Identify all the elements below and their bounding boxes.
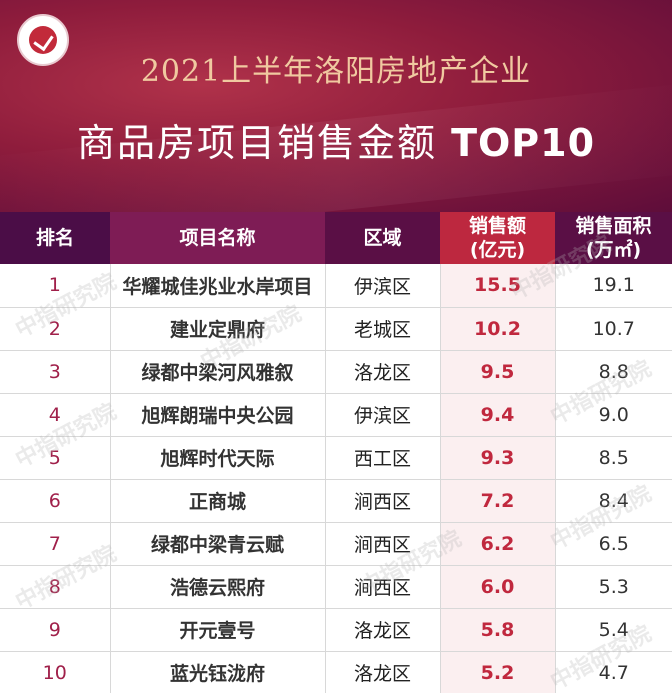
cell-amount: 9.3 — [440, 436, 556, 480]
cell-amount: 6.0 — [440, 565, 556, 609]
header-amount: 销售额 (亿元) — [440, 212, 555, 264]
table-row: 3 绿都中梁河风雅叙 洛龙区 9.5 8.8 — [0, 350, 672, 394]
cell-district: 老城区 — [325, 307, 441, 351]
header-area-unit: (万㎡) — [585, 239, 642, 261]
title-main: 商品房项目销售金额 — [76, 121, 437, 165]
cell-district: 涧西区 — [325, 479, 441, 523]
cell-district: 伊滨区 — [325, 264, 441, 308]
header-project: 项目名称 — [110, 212, 325, 264]
table-row: 6 正商城 涧西区 7.2 8.4 — [0, 479, 672, 523]
cell-rank: 2 — [0, 307, 111, 351]
header-area: 销售面积 (万㎡) — [555, 212, 672, 264]
header-district: 区域 — [325, 212, 440, 264]
cell-project: 开元壹号 — [110, 608, 326, 652]
cell-project: 绿都中梁河风雅叙 — [110, 350, 326, 394]
logo — [17, 14, 69, 66]
cell-amount: 5.2 — [440, 651, 556, 693]
ranking-table: 排名 项目名称 区域 销售额 (亿元) 销售面积 (万㎡) 1 华耀城佳兆业水岸项… — [0, 212, 672, 693]
cell-amount: 10.2 — [440, 307, 556, 351]
cell-rank: 9 — [0, 608, 111, 652]
cell-rank: 6 — [0, 479, 111, 523]
table-header-row: 排名 项目名称 区域 销售额 (亿元) 销售面积 (万㎡) — [0, 212, 672, 264]
title-line-2: 商品房项目销售金额 TOP10 — [0, 112, 672, 167]
table-row: 10 蓝光钰泷府 洛龙区 5.2 4.7 — [0, 651, 672, 693]
cell-area: 5.3 — [555, 565, 672, 609]
cell-district: 伊滨区 — [325, 393, 441, 437]
header-area-label: 销售面积 — [575, 215, 652, 237]
cell-area: 10.7 — [555, 307, 672, 351]
cell-amount: 6.2 — [440, 522, 556, 566]
cell-amount: 7.2 — [440, 479, 556, 523]
table-row: 9 开元壹号 洛龙区 5.8 5.4 — [0, 608, 672, 652]
cell-amount: 9.5 — [440, 350, 556, 394]
cell-rank: 3 — [0, 350, 111, 394]
cell-area: 4.7 — [555, 651, 672, 693]
cell-area: 9.0 — [555, 393, 672, 437]
table-row: 7 绿都中梁青云赋 涧西区 6.2 6.5 — [0, 522, 672, 566]
cell-rank: 10 — [0, 651, 111, 693]
cell-rank: 8 — [0, 565, 111, 609]
cell-project: 蓝光钰泷府 — [110, 651, 326, 693]
header-banner: 2021上半年洛阳房地产企业 商品房项目销售金额 TOP10 — [0, 0, 672, 212]
cell-project: 绿都中梁青云赋 — [110, 522, 326, 566]
cell-rank: 1 — [0, 264, 111, 308]
header-amount-label: 销售额 — [468, 215, 526, 237]
cell-district: 洛龙区 — [325, 651, 441, 693]
title-top: TOP10 — [451, 121, 596, 165]
cell-area: 8.8 — [555, 350, 672, 394]
cell-area: 6.5 — [555, 522, 672, 566]
cell-project: 旭辉时代天际 — [110, 436, 326, 480]
cell-rank: 5 — [0, 436, 111, 480]
table-row: 1 华耀城佳兆业水岸项目 伊滨区 15.5 19.1 — [0, 264, 672, 308]
cell-district: 洛龙区 — [325, 350, 441, 394]
cell-amount: 5.8 — [440, 608, 556, 652]
cell-area: 5.4 — [555, 608, 672, 652]
cell-project: 正商城 — [110, 479, 326, 523]
cell-project: 建业定鼎府 — [110, 307, 326, 351]
cell-project: 浩德云熙府 — [110, 565, 326, 609]
cell-amount: 9.4 — [440, 393, 556, 437]
table-row: 5 旭辉时代天际 西工区 9.3 8.5 — [0, 436, 672, 480]
cell-area: 8.4 — [555, 479, 672, 523]
cell-rank: 7 — [0, 522, 111, 566]
cell-project: 华耀城佳兆业水岸项目 — [110, 264, 326, 308]
cell-district: 涧西区 — [325, 565, 441, 609]
logo-mark-icon — [29, 26, 57, 54]
cell-district: 涧西区 — [325, 522, 441, 566]
header-rank: 排名 — [0, 212, 110, 264]
cell-area: 19.1 — [555, 264, 672, 308]
table-row: 2 建业定鼎府 老城区 10.2 10.7 — [0, 307, 672, 351]
header-amount-unit: (亿元) — [469, 239, 526, 261]
cell-district: 洛龙区 — [325, 608, 441, 652]
title-line-1: 2021上半年洛阳房地产企业 — [140, 54, 532, 89]
cell-district: 西工区 — [325, 436, 441, 480]
table-row: 8 浩德云熙府 涧西区 6.0 5.3 — [0, 565, 672, 609]
cell-project: 旭辉朗瑞中央公园 — [110, 393, 326, 437]
cell-area: 8.5 — [555, 436, 672, 480]
table-row: 4 旭辉朗瑞中央公园 伊滨区 9.4 9.0 — [0, 393, 672, 437]
cell-rank: 4 — [0, 393, 111, 437]
cell-amount: 15.5 — [440, 264, 556, 308]
